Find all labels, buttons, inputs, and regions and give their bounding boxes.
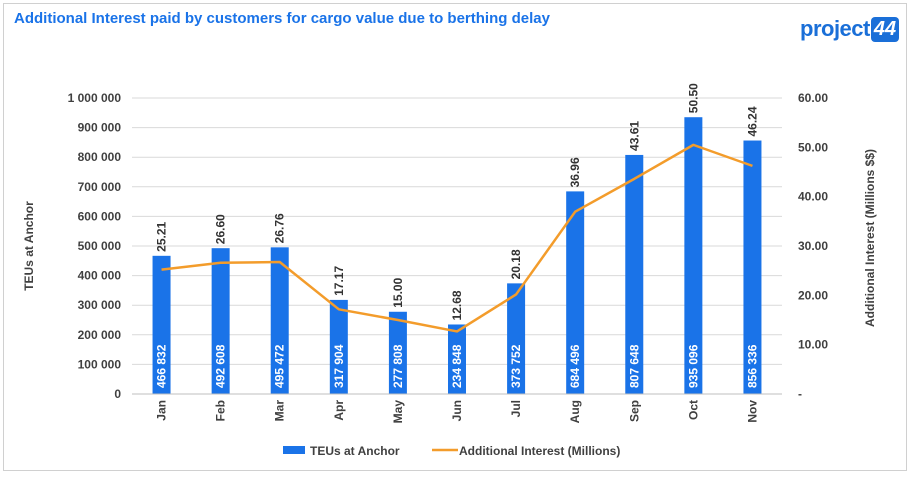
left-tick-label: 100 000 <box>78 357 122 371</box>
bar <box>625 154 644 394</box>
logo-word: project <box>800 16 870 41</box>
line-data-label: 12.68 <box>450 290 464 320</box>
legend: TEUs at Anchor Additional Interest (Mill… <box>283 444 620 458</box>
chart-title: Additional Interest paid by customers fo… <box>14 10 550 27</box>
bar-data-label: 466 832 <box>155 344 169 388</box>
line-data-label: 15.00 <box>391 277 405 307</box>
legend-swatch-bar <box>283 446 305 454</box>
line-data-label: 25.21 <box>155 221 169 251</box>
legend-label-bar: TEUs at Anchor <box>310 444 400 458</box>
left-axis-ticks: 0 100 000 200 000 300 000 400 000 500 000 600 … <box>68 91 122 401</box>
bar-data-label: 373 752 <box>509 344 523 388</box>
bar-data-label: 317 904 <box>332 344 346 388</box>
bar <box>211 248 230 394</box>
right-axis-title: Additional Interest (Millions $$) <box>863 149 877 327</box>
x-tick-label: Jun <box>450 400 464 421</box>
right-tick-label: - <box>798 387 802 401</box>
left-tick-label: 300 000 <box>78 298 122 312</box>
bar-data-label: 495 472 <box>273 344 287 388</box>
left-tick-label: 800 000 <box>78 150 122 164</box>
bar-data-label: 856 336 <box>745 344 759 388</box>
left-tick-label: 900 000 <box>78 121 122 135</box>
line-series: 25.21 26.60 26.76 17.17 15.00 12.68 20.18 36.96… <box>155 83 759 333</box>
bar <box>152 255 171 394</box>
bar <box>329 299 348 394</box>
right-axis-ticks: - 10.00 20.00 30.00 40.00 50.00 60.00 <box>798 91 828 401</box>
left-tick-label: 0 <box>114 387 121 401</box>
line-data-label: 20.18 <box>509 249 523 279</box>
line-data-label: 17.17 <box>332 266 346 296</box>
bar <box>566 191 585 394</box>
bar <box>684 117 703 395</box>
bar-data-label: 807 648 <box>627 344 641 388</box>
bar-data-label: 684 496 <box>568 344 582 388</box>
project44-logo: project 44 <box>800 14 900 44</box>
x-tick-label: Aug <box>568 400 582 423</box>
line-path <box>161 143 753 333</box>
left-axis-title: TEUs at Anchor <box>22 201 36 291</box>
right-tick-label: 40.00 <box>798 190 828 204</box>
line-data-label: 43.61 <box>627 121 641 151</box>
left-tick-label: 400 000 <box>78 269 122 283</box>
bar-data-label: 277 808 <box>391 344 405 388</box>
bar <box>507 283 526 394</box>
right-tick-label: 50.00 <box>798 140 828 154</box>
line-data-label: 50.50 <box>686 83 700 113</box>
bar-data-label: 234 848 <box>450 344 464 388</box>
right-tick-label: 10.00 <box>798 338 828 352</box>
line-data-label: 26.76 <box>273 213 287 243</box>
left-tick-label: 1 000 000 <box>68 91 122 105</box>
right-tick-label: 60.00 <box>798 91 828 105</box>
x-tick-label: Jan <box>155 400 169 421</box>
bar <box>388 311 407 394</box>
bar <box>743 140 762 394</box>
bar-data-label: 492 608 <box>214 344 228 388</box>
right-tick-label: 30.00 <box>798 239 828 253</box>
left-tick-label: 500 000 <box>78 239 122 253</box>
x-tick-label: Nov <box>745 400 759 423</box>
bar <box>270 247 289 394</box>
line-data-label: 46.24 <box>745 106 759 136</box>
x-tick-label: Oct <box>686 400 700 420</box>
x-tick-label: Apr <box>332 400 346 421</box>
bar-data-label: 935 096 <box>686 344 700 388</box>
left-tick-label: 600 000 <box>78 209 122 223</box>
bar-series: 466 832 492 608 495 472 317 904 277 808 234 8… <box>152 117 762 395</box>
x-axis-ticks: Jan Feb Mar Apr May Jun Jul Aug Sep Oct Nov <box>155 400 760 424</box>
right-tick-label: 20.00 <box>798 288 828 302</box>
x-tick-label: Sep <box>627 400 641 422</box>
line-data-label: 36.96 <box>568 157 582 187</box>
bar <box>448 324 466 394</box>
x-tick-label: May <box>391 400 405 424</box>
left-tick-label: 700 000 <box>78 180 122 194</box>
x-tick-label: Mar <box>273 400 287 422</box>
line-data-label: 26.60 <box>214 214 228 244</box>
logo-number: 44 <box>870 16 900 42</box>
x-tick-label: Feb <box>214 400 228 421</box>
x-tick-label: Jul <box>509 400 523 417</box>
legend-label-line: Additional Interest (Millions) <box>459 444 620 458</box>
left-tick-label: 200 000 <box>78 328 122 342</box>
